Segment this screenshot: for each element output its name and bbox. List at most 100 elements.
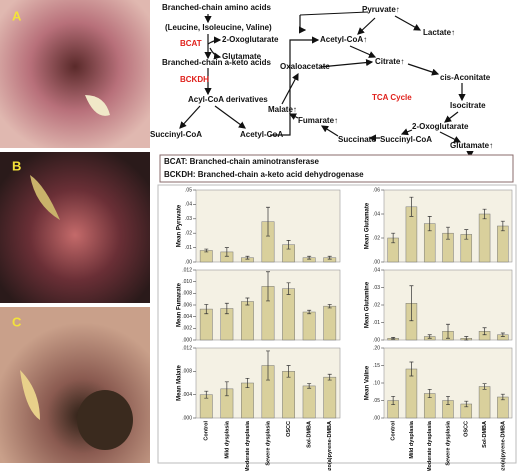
y-tick-label: .000: [182, 337, 192, 343]
y-axis-label: Mean Pyruvate: [177, 204, 183, 247]
error-bar: [446, 395, 450, 406]
error-bar: [409, 285, 414, 322]
panel-label: C: [12, 314, 22, 329]
error-bar: [327, 304, 332, 309]
y-tick-label: .20: [373, 345, 380, 351]
error-bar: [500, 332, 505, 337]
y-axis-label: Mean Fumarate: [177, 282, 183, 327]
error-bar: [391, 337, 396, 340]
x-tick-label: Severe dysplasia: [265, 420, 271, 466]
error-bar: [446, 323, 450, 339]
error-bar: [204, 390, 209, 399]
pathway-node: Acyl-CoA derivatives: [188, 95, 268, 104]
legend-item: BCKDH: Branched-chain a-keto acid dehydr…: [164, 170, 364, 179]
legend-item: BCAT: Branched-chain aminotransferase: [164, 157, 320, 166]
error-bar: [204, 304, 209, 315]
error-bar: [266, 350, 270, 381]
error-bar: [464, 229, 469, 240]
x-tick-label: OSCC: [464, 421, 470, 437]
y-axis-label: Mean Malate: [177, 365, 183, 401]
error-bar: [266, 271, 270, 302]
error-bar: [482, 208, 487, 220]
x-tick-label: Sol-DMBA: [482, 421, 488, 448]
pathway-node: Acetyl-CoA↑: [320, 35, 367, 44]
error-bar: [482, 327, 487, 336]
pathway-node: (Leucine, Isoleucine, Valine): [165, 23, 272, 32]
y-tick-label: .05: [373, 398, 380, 404]
pathway-node: Lactate↑: [423, 28, 455, 37]
error-bar: [204, 248, 209, 253]
pathway-node: 2-Oxoglutarate: [222, 35, 279, 44]
error-bar: [500, 393, 505, 401]
bar: [241, 382, 254, 419]
y-axis-label: Mean Glutamine: [365, 281, 371, 328]
y-tick-label: .01: [373, 320, 380, 326]
photo-b: [0, 152, 150, 303]
pathway-node: cis-Aconitate: [440, 73, 491, 82]
error-bar: [286, 240, 291, 250]
bar: [323, 376, 337, 419]
y-tick-label: .04: [185, 202, 192, 208]
y-tick-label: .00: [373, 337, 380, 343]
tooth: [20, 370, 40, 420]
y-tick-label: .04: [373, 267, 380, 273]
bar: [478, 213, 491, 263]
panel-label: B: [12, 158, 21, 173]
error-bar: [391, 232, 396, 244]
pathway-node: 2-Oxoglutarate: [412, 122, 469, 131]
x-tick-label: Moderate dysplasia: [427, 420, 433, 471]
pathway-node: Isocitrate: [450, 101, 486, 110]
pathway-node: Malate↑: [268, 105, 297, 114]
y-tick-label: .00: [373, 259, 380, 265]
error-bar: [427, 334, 432, 339]
error-bar: [409, 361, 414, 377]
error-bar: [286, 365, 291, 378]
error-bar: [245, 255, 250, 260]
pathway-node: Succinate: [338, 135, 376, 144]
error-bar: [307, 309, 312, 315]
y-axis-label: Mean Glutamate: [365, 202, 371, 249]
y-tick-label: .10: [373, 380, 380, 386]
error-bar: [266, 206, 270, 237]
x-tick-label: Sol-DMBA: [307, 421, 313, 448]
pathway-node: Oxaloacetate: [280, 62, 330, 71]
pathway-node: Pyruvate↑: [362, 5, 400, 14]
error-bar: [482, 383, 487, 390]
error-bar: [464, 336, 469, 341]
pathway-node: Citrate↑: [375, 57, 404, 66]
x-tick-label: Mild dysplasia: [224, 420, 230, 459]
tooth: [30, 175, 60, 220]
y-tick-label: .00: [185, 259, 192, 265]
y-tick-label: .05: [185, 187, 192, 193]
error-bar: [391, 395, 396, 406]
error-bar: [286, 282, 291, 295]
y-tick-label: .04: [373, 211, 380, 217]
x-tick-label: Control: [204, 421, 210, 441]
error-bar: [224, 302, 229, 315]
bar: [241, 301, 254, 341]
error-bar: [327, 373, 332, 381]
pathway-node: Acetyl-CoA: [240, 130, 283, 139]
y-tick-label: .012: [182, 267, 192, 273]
lesion: [77, 390, 133, 450]
bar: [302, 311, 316, 341]
error-bar: [224, 247, 229, 257]
x-tick-label: Benzo(a)pyrene-DMBA: [327, 421, 333, 471]
y-tick-label: .008: [182, 369, 192, 375]
y-tick-label: .010: [182, 279, 192, 285]
x-tick-label: Benzo(a)pyrene-DMBA: [500, 421, 506, 471]
bar: [497, 225, 509, 263]
error-bar: [307, 255, 312, 260]
pathway-node: TCA Cycle: [372, 93, 412, 102]
y-tick-label: .000: [182, 415, 192, 421]
pathway-node: Glutamate↑: [450, 141, 493, 150]
photo-a: [0, 0, 150, 148]
legend-box: [159, 154, 514, 183]
pathway-arrows: [179, 11, 474, 159]
bar: [478, 386, 491, 419]
pathway-node: Succinyl-CoA: [380, 135, 432, 144]
y-tick-label: .15: [373, 363, 380, 369]
y-tick-label: .00: [373, 415, 380, 421]
bar: [282, 371, 295, 419]
